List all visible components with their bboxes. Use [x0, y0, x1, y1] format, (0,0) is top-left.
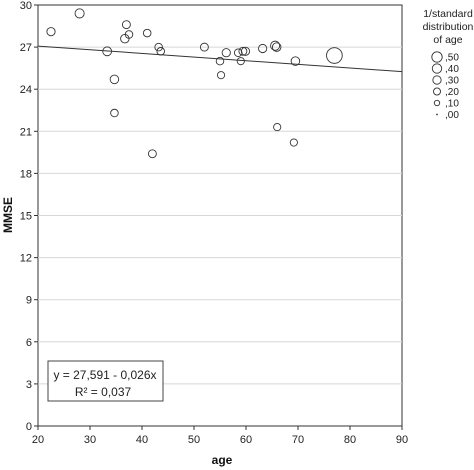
data-point-20: [240, 46, 251, 56]
y-tick-label-0: 0: [26, 421, 32, 433]
y-tick-label-6: 6: [26, 337, 32, 349]
x-axis-title: age: [212, 453, 233, 467]
regression-line: [37, 45, 403, 73]
data-point-1: [46, 27, 56, 37]
legend-marker-4: [433, 87, 441, 96]
legend: 1/standard distribution of age ,50,40,30…: [423, 8, 474, 121]
x-tick-label-20: 20: [32, 434, 44, 446]
y-tick-label-9: 9: [26, 295, 32, 307]
legend-label-6: ,00: [445, 110, 459, 121]
legend-label-3: ,30: [445, 76, 459, 87]
data-point-23: [271, 42, 282, 52]
y-axis-ticks: 0 3 6 9 12 15 18 21 24 27 30: [20, 0, 38, 433]
x-tick-label-40: 40: [136, 434, 148, 446]
data-point-18: [236, 57, 245, 66]
data-point-5: [110, 108, 119, 118]
y-tick-label-15: 15: [20, 211, 32, 223]
data-point-12: [156, 47, 165, 56]
data-points: [46, 8, 343, 159]
legend-marker-2: [431, 63, 443, 74]
data-point-3: [102, 46, 113, 57]
data-point-4: [109, 74, 120, 85]
x-axis-ticks: 20 30 40 50 60 70 80 90: [32, 426, 408, 446]
data-point-13: [199, 42, 209, 52]
data-point-19: [238, 46, 248, 56]
data-point-8: [124, 30, 134, 39]
equation-r-squared: R² = 0,037: [75, 385, 132, 399]
y-tick-label-12: 12: [20, 253, 32, 265]
x-tick-label-70: 70: [292, 434, 304, 446]
equation-line-1: y = 27,591 - 0,026x: [53, 368, 156, 382]
y-tick-label-24: 24: [20, 84, 32, 96]
y-tick-label-3: 3: [26, 379, 32, 391]
x-tick-label-60: 60: [240, 434, 252, 446]
data-point-16: [221, 48, 231, 58]
data-point-11: [154, 42, 163, 52]
x-tick-label-50: 50: [188, 434, 200, 446]
data-point-25: [289, 138, 298, 147]
data-point-10: [147, 149, 157, 159]
y-tick-label-27: 27: [20, 42, 32, 54]
legend-marker-1: [431, 51, 443, 63]
legend-marker-3: [432, 75, 442, 85]
legend-label-2: ,40: [445, 64, 459, 75]
y-tick-label-21: 21: [20, 126, 32, 138]
x-tick-label-80: 80: [344, 434, 356, 446]
data-point-2: [74, 8, 85, 19]
legend-marker-5: [433, 99, 441, 107]
legend-title-line-2: distribution: [423, 21, 474, 33]
data-point-17: [233, 48, 243, 57]
y-axis-title: MMSE: [1, 197, 15, 233]
data-point-15: [216, 71, 226, 80]
legend-title-line-1: 1/standard: [423, 8, 473, 20]
data-point-27: [326, 47, 343, 64]
y-tick-label-30: 30: [20, 0, 32, 12]
data-point-24: [273, 123, 282, 132]
equation-box: y = 27,591 - 0,026x R² = 0,037: [47, 360, 164, 402]
data-point-22: [270, 40, 281, 51]
data-point-14: [215, 56, 225, 66]
legend-items: ,50,40,30,20,10,00: [431, 51, 459, 121]
legend-label-5: ,10: [445, 99, 459, 110]
data-point-26: [290, 56, 301, 66]
legend-label-1: ,50: [445, 53, 459, 64]
data-point-7: [121, 20, 131, 30]
x-tick-label-30: 30: [84, 434, 96, 446]
data-point-21: [258, 43, 268, 54]
data-point-9: [142, 28, 152, 38]
legend-label-4: ,20: [445, 87, 459, 98]
equation-frame: [47, 360, 164, 402]
x-tick-label-90: 90: [396, 434, 408, 446]
legend-marker-6: [436, 113, 438, 116]
y-tick-label-18: 18: [20, 168, 32, 180]
legend-title-line-3: of age: [433, 34, 462, 46]
